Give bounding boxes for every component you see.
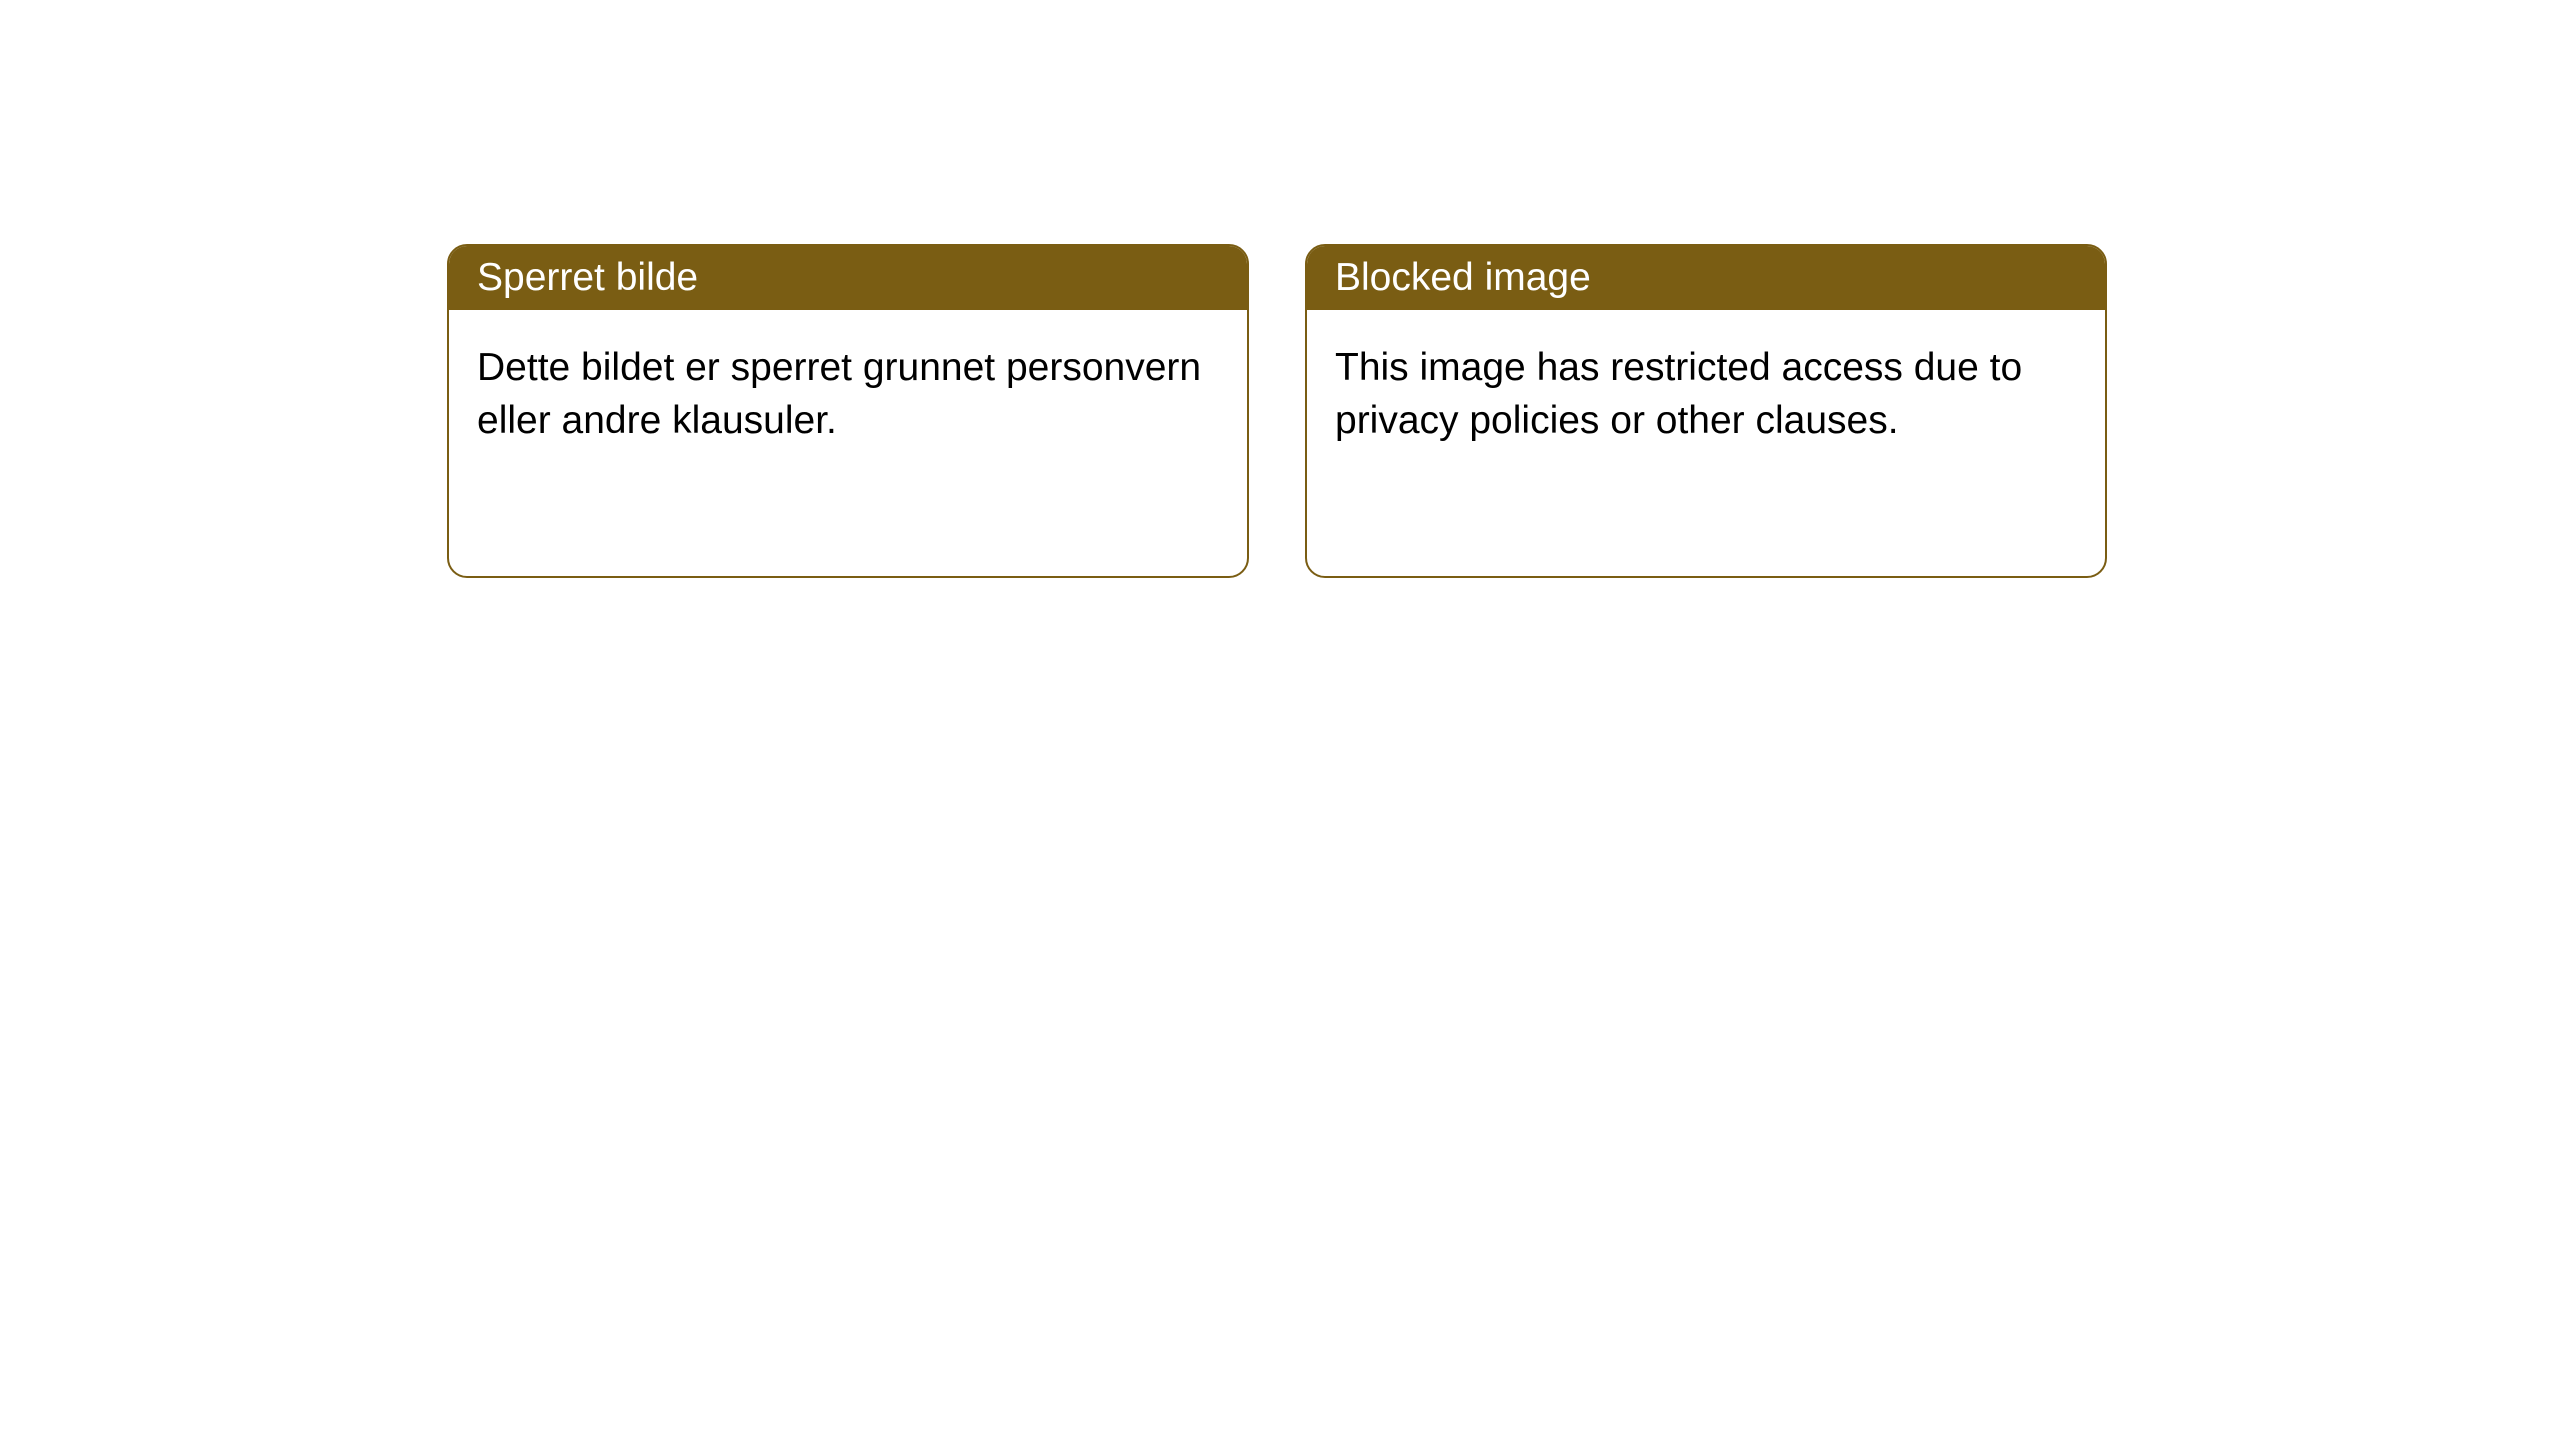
blocked-image-card-no: Sperret bilde Dette bildet er sperret gr… — [447, 244, 1249, 578]
card-header-no: Sperret bilde — [449, 246, 1247, 310]
blocked-image-card-en: Blocked image This image has restricted … — [1305, 244, 2107, 578]
card-body-en: This image has restricted access due to … — [1307, 310, 2105, 479]
card-title-en: Blocked image — [1335, 256, 1591, 299]
card-text-en: This image has restricted access due to … — [1335, 346, 2022, 442]
cards-container: Sperret bilde Dette bildet er sperret gr… — [0, 0, 2560, 578]
card-title-no: Sperret bilde — [477, 256, 698, 299]
card-text-no: Dette bildet er sperret grunnet personve… — [477, 346, 1201, 442]
card-header-en: Blocked image — [1307, 246, 2105, 310]
card-body-no: Dette bildet er sperret grunnet personve… — [449, 310, 1247, 479]
